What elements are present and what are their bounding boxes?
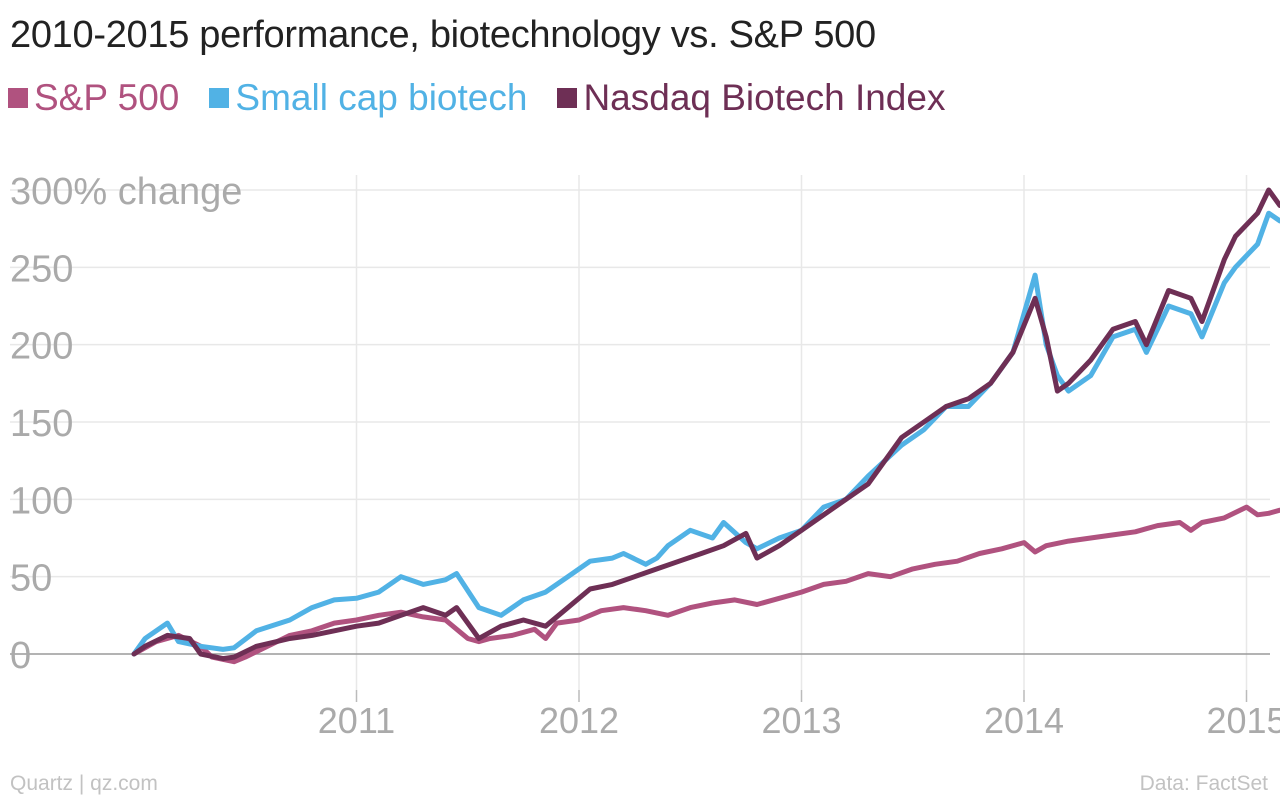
legend-item-small-cap-biotech: Small cap biotech: [209, 77, 527, 119]
series-line-s-p-500: [131, 504, 1280, 665]
x-tick-label-2013: 2013: [761, 700, 841, 741]
y-tick-labels: 300% change 250 200 150 100 50 0: [10, 171, 242, 677]
x-tick-label-2014: 2014: [984, 700, 1064, 741]
legend-swatch-small-cap-biotech: [209, 88, 230, 108]
x-tick-labels: 2011 2012 2013 2014 2015: [318, 700, 1280, 741]
source-credit: Quartz | qz.com: [10, 772, 158, 795]
series-layer: [131, 187, 1280, 665]
legend: S&P 500 Small cap biotech Nasdaq Biotech…: [8, 76, 975, 120]
x-tick-label-2012: 2012: [539, 700, 619, 741]
legend-label-sp500: S&P 500: [34, 77, 180, 118]
series-line-nasdaq-biotech-index: [131, 187, 1280, 662]
y-gridlines: [10, 189, 1270, 578]
y-tick-label-300: 300% change: [10, 171, 242, 213]
legend-label-nasdaq-biotech-index: Nasdaq Biotech Index: [583, 77, 946, 118]
legend-swatch-nasdaq-biotech-index: [557, 88, 578, 108]
y-tick-label-200: 200: [10, 326, 73, 368]
y-tick-label-100: 100: [10, 480, 73, 522]
series-line-small-cap-biotech: [131, 210, 1280, 657]
legend-swatch-sp500: [8, 88, 28, 108]
legend-item-nasdaq-biotech-index: Nasdaq Biotech Index: [557, 77, 945, 119]
x-gridlines: [355, 175, 1248, 702]
data-source: Data: FactSet: [1139, 772, 1268, 795]
chart-title: 2010-2015 performance, biotechnology vs.…: [10, 14, 876, 56]
y-tick-label-150: 150: [10, 403, 73, 445]
x-tick-label-2011: 2011: [318, 700, 395, 741]
y-tick-label-0: 0: [10, 635, 31, 677]
x-tick-label-2015: 2015: [1206, 700, 1280, 741]
legend-label-small-cap-biotech: Small cap biotech: [235, 77, 528, 118]
y-tick-label-50: 50: [10, 558, 52, 600]
legend-item-sp500: S&P 500: [8, 77, 179, 119]
y-tick-label-250: 250: [10, 248, 73, 290]
